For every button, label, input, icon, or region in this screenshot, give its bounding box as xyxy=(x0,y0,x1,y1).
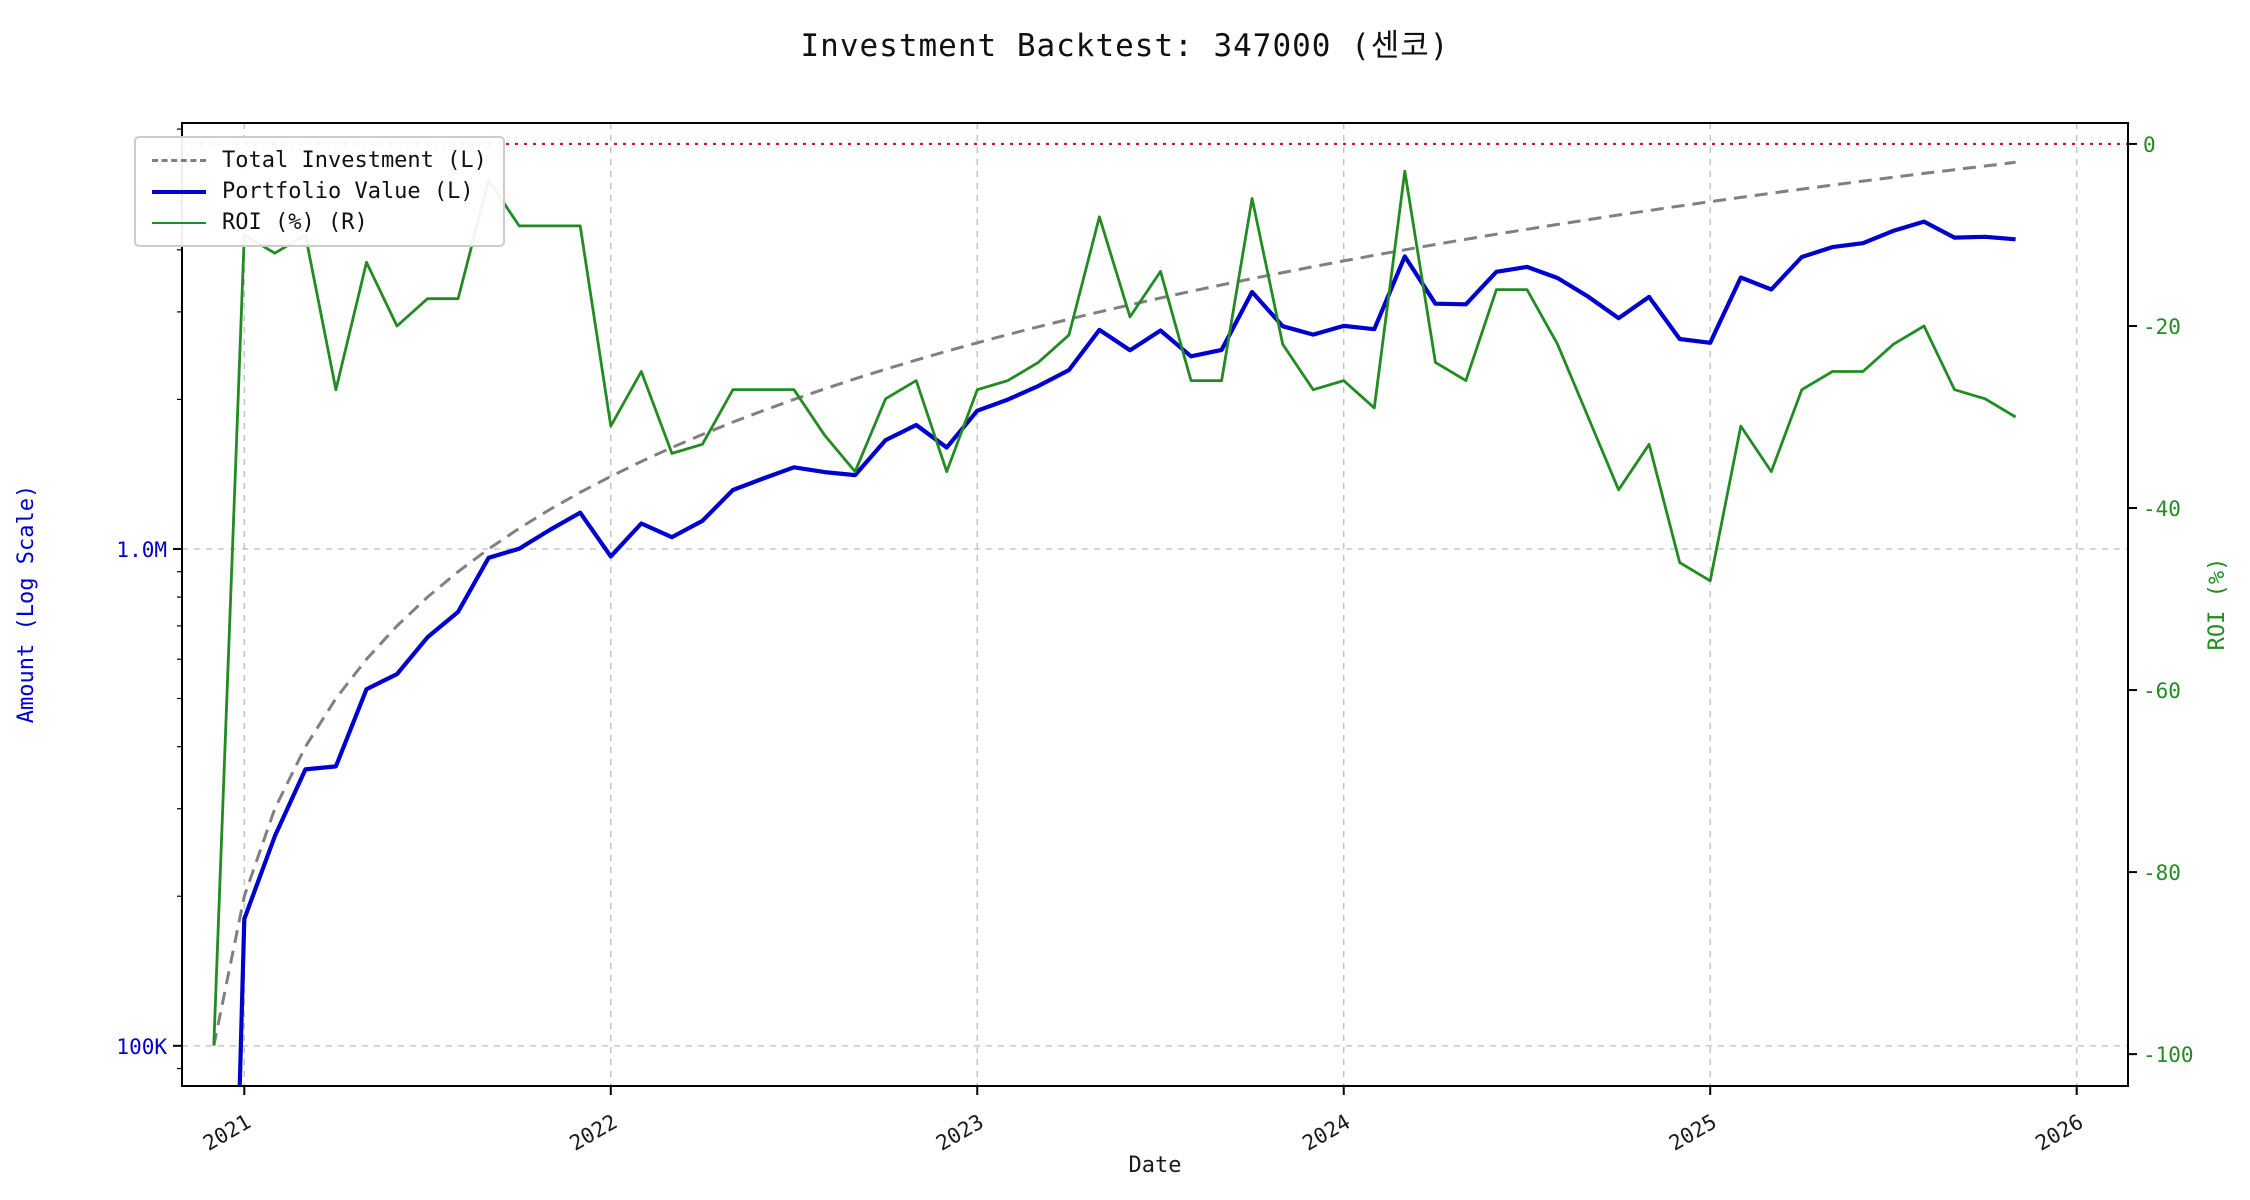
legend-label: Portfolio Value (L) xyxy=(222,179,474,204)
series-lines xyxy=(212,160,2017,1086)
roi-line xyxy=(212,169,2017,1046)
y-right-tick-label: -60 xyxy=(2143,679,2181,703)
legend-line-sample xyxy=(152,159,206,162)
y-right-tick-label: -100 xyxy=(2143,1043,2194,1067)
y-right-tick-label: -40 xyxy=(2143,497,2181,521)
x-tick-label: 2024 xyxy=(1298,1110,1354,1156)
plot-border xyxy=(181,122,2129,1087)
legend-item-roi-line: ROI (%) (R) xyxy=(152,210,487,235)
y-left-tick-label: 100K xyxy=(116,1035,167,1059)
legend: Total Investment (L) Portfolio Value (L) R… xyxy=(134,136,505,247)
x-tick-label: 2021 xyxy=(199,1110,255,1156)
legend-item-total-investment-line: Total Investment (L) xyxy=(152,148,487,173)
x-tick-label: 2025 xyxy=(1665,1110,1721,1156)
y-axis-label-right: ROI (%) xyxy=(2205,558,2230,651)
y-axis-label-left: Amount (Log Scale) xyxy=(14,485,39,723)
grid-lines xyxy=(182,123,2128,1086)
y-right-tick-label: -20 xyxy=(2143,315,2181,339)
chart-title: Investment Backtest: 347000 (센코) xyxy=(800,28,1450,64)
y-right-tick-label: 0 xyxy=(2143,133,2156,157)
legend-label: ROI (%) (R) xyxy=(222,210,368,235)
y-right-tick-label: -80 xyxy=(2143,861,2181,885)
legend-label: Total Investment (L) xyxy=(222,148,487,173)
legend-line-sample xyxy=(152,221,206,224)
legend-line-sample xyxy=(152,189,206,194)
portfolio-value-line xyxy=(237,219,2016,1086)
x-axis-label: Date xyxy=(1129,1153,1182,1178)
total-investment-line xyxy=(212,160,2016,1047)
x-tick-label: 2026 xyxy=(2031,1110,2087,1156)
x-tick-label: 2022 xyxy=(565,1110,621,1156)
y-left-tick-label: 1.0M xyxy=(116,538,167,562)
legend-item-portfolio-value-line: Portfolio Value (L) xyxy=(152,179,487,204)
plot-area xyxy=(182,123,2128,1086)
x-tick-label: 2023 xyxy=(932,1110,988,1156)
